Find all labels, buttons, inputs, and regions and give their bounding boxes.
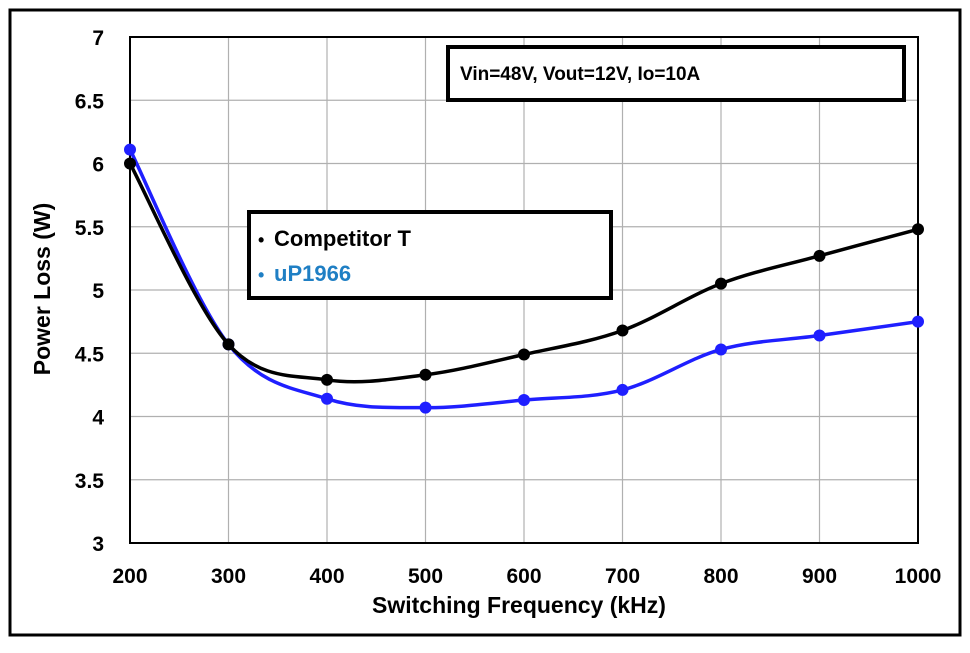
- x-tick-label: 300: [211, 565, 246, 588]
- y-tick-label: 7: [92, 27, 104, 50]
- legend-box: [247, 210, 613, 300]
- data-point-competitor-t: [813, 249, 826, 262]
- data-point-up1966: [616, 383, 629, 396]
- y-axis-title: Power Loss (W): [29, 203, 55, 376]
- legend-label-up1966: uP1966: [274, 261, 351, 286]
- y-tick-label: 4.5: [75, 343, 105, 366]
- legend-bullet-competitor-t: •: [258, 230, 264, 250]
- data-point-up1966: [813, 329, 826, 342]
- y-tick-label: 5: [92, 280, 104, 303]
- series: [124, 143, 924, 414]
- x-tick-label: 200: [112, 565, 147, 588]
- y-tick-label: 3: [92, 533, 104, 556]
- annotation-box: [446, 45, 906, 102]
- data-point-up1966: [419, 401, 432, 414]
- data-point-competitor-t: [419, 368, 432, 381]
- data-point-competitor-t: [912, 223, 924, 236]
- data-point-competitor-t: [321, 373, 333, 386]
- y-tick-label: 6.5: [75, 90, 105, 113]
- x-tick-label: 500: [408, 565, 443, 588]
- legend: • Competitor T • uP1966: [247, 210, 613, 300]
- y-tick-label: 4: [92, 407, 104, 430]
- series-competitor-t: [124, 157, 924, 386]
- x-axis-title: Switching Frequency (kHz): [372, 592, 666, 618]
- plot-area: [129, 36, 919, 544]
- legend-label-competitor-t: Competitor T: [274, 226, 411, 251]
- legend-bullet-up1966: •: [258, 265, 264, 285]
- data-point-up1966: [912, 315, 924, 328]
- data-point-up1966: [518, 394, 530, 407]
- chart-border: [8, 8, 962, 637]
- x-tick-label: 800: [703, 565, 738, 588]
- x-tick-label: 900: [802, 565, 837, 588]
- data-point-up1966: [321, 392, 333, 405]
- data-point-competitor-t: [715, 277, 727, 290]
- annotation-text: Vin=48V, Vout=12V, Io=10A: [460, 64, 701, 85]
- x-tick-label: 1000: [895, 565, 942, 588]
- x-tick-label: 700: [605, 565, 640, 588]
- tick-labels: 200 300 400 500 600 700 800 900 1000 3 3.5 4 4.5 5 5.5…: [75, 27, 942, 588]
- data-point-competitor-t: [222, 338, 235, 351]
- y-tick-label: 6: [92, 154, 104, 177]
- condition-annotation: Vin=48V, Vout=12V, Io=10A: [446, 45, 906, 102]
- data-point-up1966: [124, 143, 136, 156]
- data-point-competitor-t: [124, 157, 136, 170]
- x-tick-label: 400: [309, 565, 344, 588]
- data-point-competitor-t: [518, 348, 530, 361]
- y-tick-label: 3.5: [75, 470, 105, 493]
- x-tick-label: 600: [506, 565, 541, 588]
- data-point-competitor-t: [616, 324, 629, 337]
- y-tick-label: 5.5: [75, 217, 105, 240]
- data-point-up1966: [715, 343, 727, 356]
